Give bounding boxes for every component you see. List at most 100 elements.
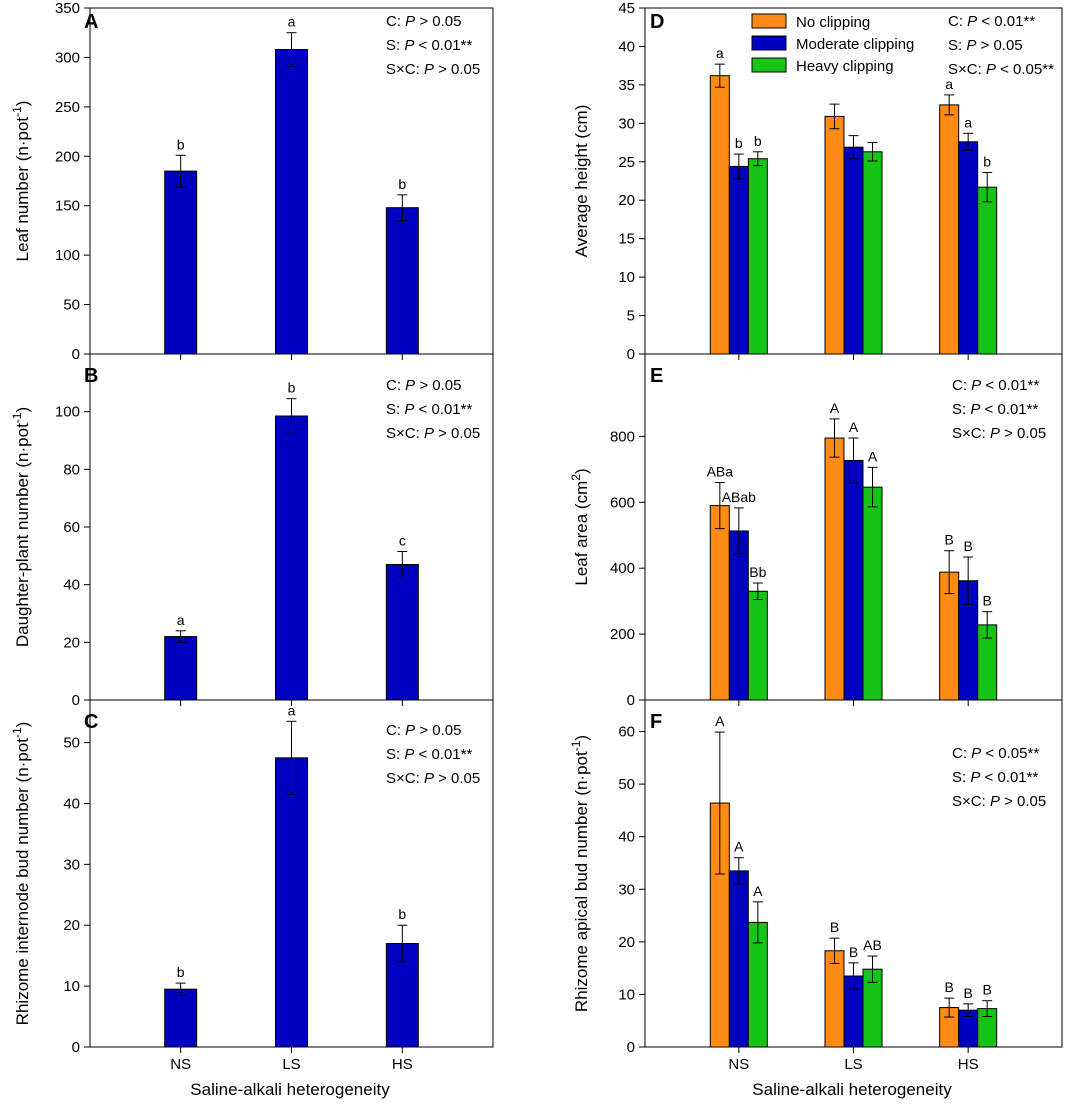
legend-swatch xyxy=(751,13,787,29)
y-tick-label: 35 xyxy=(618,77,635,94)
stat-line: S×C: P > 0.05 xyxy=(386,770,480,787)
bar xyxy=(824,950,845,1048)
significance-letter: b xyxy=(177,136,185,152)
stat-line: S: P < 0.01** xyxy=(386,746,472,763)
y-axis-title: Average height (cm) xyxy=(572,105,591,258)
bar xyxy=(164,170,198,355)
significance-letter: b xyxy=(288,380,296,396)
y-tick-label: 40 xyxy=(618,829,635,846)
legend: No clipping Moderate clipping Heavy clippi… xyxy=(751,13,914,75)
y-tick-label: 10 xyxy=(618,269,635,286)
significance-letter: a xyxy=(177,612,185,628)
significance-letter: a xyxy=(964,114,972,130)
stat-line: S: P < 0.01** xyxy=(386,37,472,54)
significance-letter: ABab xyxy=(722,489,756,505)
y-tick-label: 200 xyxy=(55,148,80,165)
y-tick-label: 600 xyxy=(610,494,635,511)
significance-letter: ABa xyxy=(707,464,734,480)
stat-line: S: P < 0.01** xyxy=(952,769,1038,786)
y-tick-label: 350 xyxy=(55,0,80,17)
legend-swatch xyxy=(751,35,787,51)
bar xyxy=(164,636,198,701)
y-tick-label: 45 xyxy=(618,0,635,17)
significance-letter: A xyxy=(734,839,744,855)
stat-line: S×C: P > 0.05 xyxy=(386,425,480,442)
legend-swatch xyxy=(751,57,787,73)
significance-letter: B xyxy=(849,944,858,960)
y-tick-label: 80 xyxy=(63,461,80,478)
bar xyxy=(275,415,308,701)
y-tick-label: 5 xyxy=(627,308,635,325)
y-tick-label: 400 xyxy=(610,560,635,577)
y-axis-title: Rhizome internode bud number (n·pot-1) xyxy=(10,722,32,1026)
panel-b: 0 20 40 60 80 100 a b c B C: P > 0.05 S: P < 0.01**… xyxy=(10,353,494,709)
y-tick-label: 50 xyxy=(63,735,80,752)
bar xyxy=(824,115,845,355)
stat-line: S: P > 0.05 xyxy=(948,37,1023,54)
x-tick-label: LS xyxy=(282,1056,300,1073)
y-tick-label: 0 xyxy=(72,346,80,363)
stat-line: S: P < 0.01** xyxy=(386,401,472,418)
panel-label: B xyxy=(84,365,98,387)
bar xyxy=(747,158,768,355)
significance-letter: AB xyxy=(863,937,882,953)
x-tick-label: HS xyxy=(958,1056,979,1073)
legend-label: Heavy clipping xyxy=(796,58,894,75)
bar xyxy=(824,437,845,701)
bar xyxy=(385,207,419,355)
y-tick-label: 0 xyxy=(627,692,635,709)
y-tick-label: 10 xyxy=(63,978,80,995)
y-tick-label: 60 xyxy=(63,519,80,536)
x-axis-title-right: Saline-alkali heterogeneity xyxy=(752,1080,952,1099)
y-tick-label: 0 xyxy=(72,1039,80,1056)
y-tick-label: 10 xyxy=(618,986,635,1003)
significance-letter: B xyxy=(964,985,973,1001)
significance-letter: c xyxy=(399,533,406,549)
significance-letter: B xyxy=(983,593,992,609)
significance-letter: B xyxy=(945,979,954,995)
bar xyxy=(747,590,768,701)
y-tick-label: 250 xyxy=(55,99,80,116)
panel-label: D xyxy=(650,11,664,33)
bar xyxy=(709,505,730,701)
significance-letter: a xyxy=(288,14,296,30)
y-tick-label: 200 xyxy=(610,626,635,643)
bar xyxy=(275,757,308,1048)
y-tick-label: 800 xyxy=(610,428,635,445)
significance-letter: B xyxy=(945,532,954,548)
panel-label: E xyxy=(650,365,663,387)
x-tick-label: LS xyxy=(844,1056,862,1073)
bar xyxy=(939,104,960,355)
y-tick-label: 0 xyxy=(72,692,80,709)
stat-line: S×C: P > 0.05 xyxy=(952,425,1046,442)
significance-letter: a xyxy=(945,76,953,92)
stat-line: S×C: P < 0.05** xyxy=(948,61,1054,78)
x-tick-label: NS xyxy=(170,1056,191,1073)
y-tick-label: 20 xyxy=(618,192,635,209)
bar xyxy=(728,165,749,355)
stat-line: S: P < 0.01** xyxy=(952,401,1038,418)
y-tick-label: 40 xyxy=(618,38,635,55)
y-axis-title: Rhizome apical bud number (n·pot-1) xyxy=(569,735,591,1012)
significance-letter: b xyxy=(754,133,762,149)
bar xyxy=(862,151,883,355)
significance-letter: b xyxy=(735,135,743,151)
y-tick-label: 30 xyxy=(63,856,80,873)
x-tick-label: HS xyxy=(392,1056,413,1073)
bar xyxy=(275,49,308,355)
significance-letter: A xyxy=(849,419,859,435)
significance-letter: B xyxy=(983,982,992,998)
y-axis-title: Leaf area (cm2) xyxy=(569,468,591,585)
y-tick-label: 0 xyxy=(627,346,635,363)
stat-line: C: P > 0.05 xyxy=(386,722,461,739)
panel-c: 0 10 20 30 40 50 NS LS HS b a b C C: P > 0.05 S: P < 0… xyxy=(10,699,494,1073)
y-tick-label: 15 xyxy=(618,231,635,248)
stat-line: S×C: P > 0.05 xyxy=(386,61,480,78)
y-tick-label: 100 xyxy=(55,404,80,421)
stat-line: C: P < 0.05** xyxy=(952,745,1039,762)
significance-letter: A xyxy=(830,400,840,416)
y-tick-label: 20 xyxy=(63,634,80,651)
stat-line: C: P > 0.05 xyxy=(386,377,461,394)
